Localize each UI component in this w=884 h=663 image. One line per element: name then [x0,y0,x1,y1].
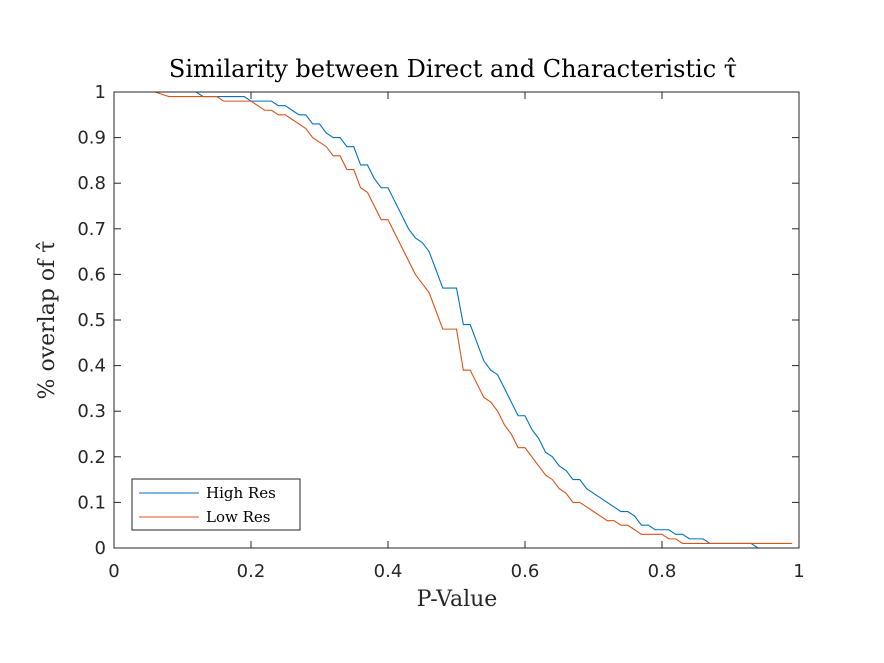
y-tick-label: 0.4 [77,356,106,377]
series-line-1 [114,91,793,544]
x-tick-label: 0.6 [511,561,540,582]
x-axis-label: P-Value [417,587,498,612]
chart-title: Similarity between Direct and Characteri… [169,55,737,83]
y-tick-label: 0.6 [77,264,106,285]
y-tick-label: 0.8 [77,173,106,194]
series-line-0 [114,91,799,549]
x-tick-label: 0.4 [374,561,403,582]
plot-area: 0 0.2 0.4 0.6 0.8 1 0 0.1 0.2 0.3 0.4 0.5 0.6 0.7 0.8 0… [77,82,804,582]
y-tick-label: 0 [95,538,106,559]
y-tick-label: 0.1 [77,492,106,513]
legend-box [131,478,301,531]
legend-items: High Res Low Res [139,484,276,526]
x-tick-label: 0.2 [237,561,266,582]
x-tick-label: 0.8 [648,561,677,582]
legend: High Res Low Res [131,478,301,531]
tick-layer: 0 0.2 0.4 0.6 0.8 1 0 0.1 0.2 0.3 0.4 0.5 0.6 0.7 0.8 0… [77,82,804,582]
y-tick-label: 0.7 [77,219,106,240]
y-tick-label: 0.2 [77,447,106,468]
y-tick-label: 0.3 [77,401,106,422]
x-tick-label: 0 [108,561,119,582]
y-axis-label: % overlap of τ̂ [35,241,60,400]
legend-label-1: Low Res [206,508,270,526]
axes-background [114,92,799,548]
legend-label-0: High Res [206,484,276,502]
y-tick-label: 0.9 [77,128,106,149]
y-tick-label: 0.5 [77,310,106,331]
y-tick-label: 1 [95,82,106,103]
series-layer [114,91,799,549]
x-tick-label: 1 [793,561,804,582]
